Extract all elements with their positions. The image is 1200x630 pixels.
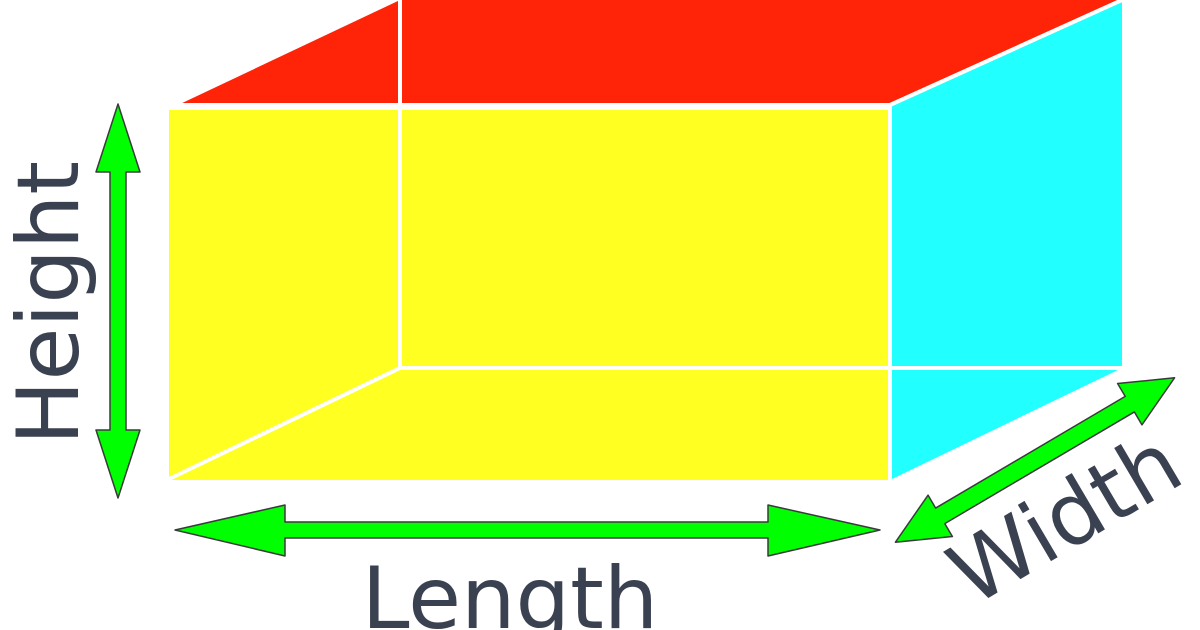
length-label: Length [362, 549, 659, 630]
hidden-edges [165, 0, 1123, 482]
width-arrow [894, 377, 1176, 543]
front-face [167, 110, 890, 480]
width-arrow-group [894, 377, 1176, 543]
height-arrow [95, 103, 141, 499]
length-arrow [174, 504, 881, 557]
side-face [890, 0, 1122, 480]
rectangular-prism [165, 0, 1123, 482]
top-face [178, 0, 1122, 105]
height-label: Height [0, 161, 99, 445]
